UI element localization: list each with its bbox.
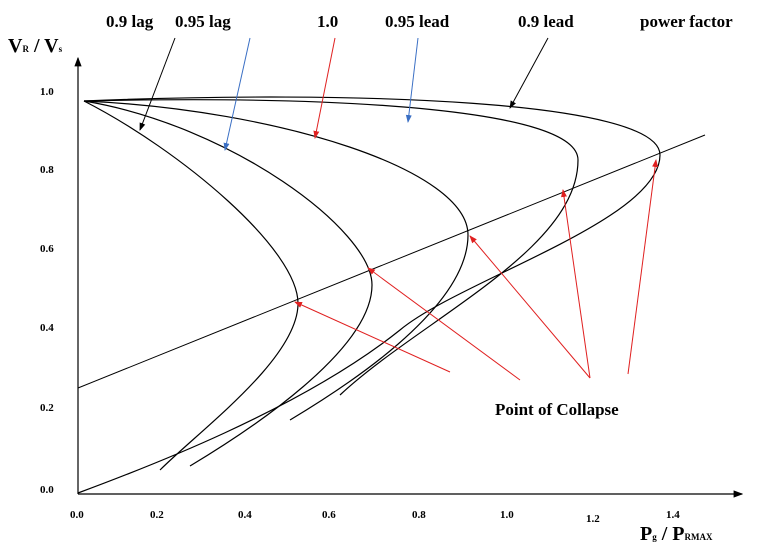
curve-label: 0.9 lag: [106, 12, 154, 31]
y-tick-label: 0.2: [40, 402, 54, 414]
x-axis-label: Pg / PRMAX: [640, 523, 713, 545]
x-tick-label: 0.6: [322, 509, 336, 521]
label-arrows: [139, 37, 549, 151]
x-tick-label: 0.0: [70, 509, 84, 521]
collapse-arrows: [294, 159, 659, 381]
y-tick-label: 0.6: [40, 243, 54, 255]
x-tick-label: 1.0: [500, 509, 514, 521]
curve-label: 0.9 lead: [518, 12, 574, 31]
y-tick-label: 0.8: [40, 164, 54, 176]
axes: [74, 56, 744, 498]
y-tick-label: 0.0: [40, 484, 54, 496]
x-tick-label: 0.2: [150, 509, 164, 521]
x-tick-label: 1.2: [586, 513, 600, 525]
y-tick-label: 1.0: [40, 86, 54, 98]
curve-label: 0.95 lead: [385, 12, 450, 31]
x-tick-label: 1.4: [666, 509, 680, 521]
curve-label: 0.95 lag: [175, 12, 231, 31]
annotation: Point of Collapse: [495, 400, 619, 419]
x-tick-label: 0.8: [412, 509, 426, 521]
legend-title: power factor: [640, 12, 733, 31]
y-tick-label: 0.4: [40, 322, 54, 334]
pv-curves: [77, 96, 706, 494]
y-axis-label: VR / Vs: [8, 35, 63, 57]
x-tick-label: 0.4: [238, 509, 252, 521]
curve-label: 1.0: [317, 12, 338, 31]
